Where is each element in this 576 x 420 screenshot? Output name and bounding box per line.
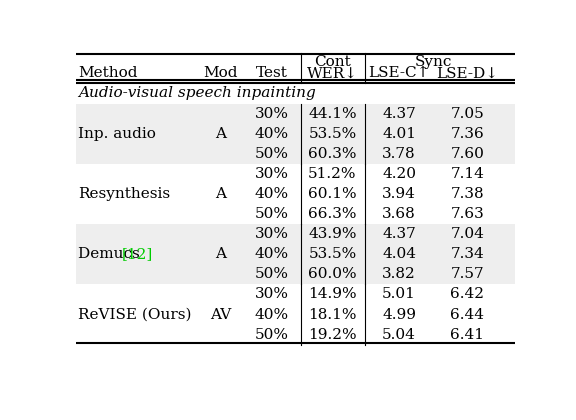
Text: 7.60: 7.60 — [450, 147, 484, 161]
Text: Demucs: Demucs — [78, 247, 145, 261]
Text: 3.94: 3.94 — [382, 187, 416, 201]
Text: 7.36: 7.36 — [450, 127, 484, 141]
Text: LSE-D↓: LSE-D↓ — [436, 66, 498, 81]
Text: 43.9%: 43.9% — [308, 227, 357, 242]
Text: 40%: 40% — [255, 247, 289, 261]
Text: 60.0%: 60.0% — [308, 268, 357, 281]
Text: 14.9%: 14.9% — [308, 287, 357, 302]
Text: 3.78: 3.78 — [382, 147, 416, 161]
Text: Cont: Cont — [314, 55, 351, 69]
Text: Inp. audio: Inp. audio — [78, 127, 156, 141]
Text: 7.57: 7.57 — [450, 268, 484, 281]
Text: 30%: 30% — [255, 287, 289, 302]
Text: 7.05: 7.05 — [450, 107, 484, 121]
Text: 7.04: 7.04 — [450, 227, 484, 242]
Text: 50%: 50% — [255, 268, 289, 281]
Text: A: A — [215, 247, 226, 261]
Text: 60.3%: 60.3% — [308, 147, 357, 161]
Text: 4.99: 4.99 — [382, 307, 416, 322]
Text: 53.5%: 53.5% — [308, 247, 357, 261]
Text: 4.37: 4.37 — [382, 107, 416, 121]
Text: 6.42: 6.42 — [450, 287, 484, 302]
Text: 53.5%: 53.5% — [308, 127, 357, 141]
Text: 51.2%: 51.2% — [308, 167, 357, 181]
Text: 40%: 40% — [255, 127, 289, 141]
Text: 30%: 30% — [255, 107, 289, 121]
Text: Mod: Mod — [203, 66, 238, 81]
Text: Audio-visual speech inpainting: Audio-visual speech inpainting — [78, 86, 316, 100]
Text: Resynthesis: Resynthesis — [78, 187, 170, 201]
Bar — [76, 104, 514, 164]
Text: 40%: 40% — [255, 307, 289, 322]
Text: Test: Test — [256, 66, 288, 81]
Text: 40%: 40% — [255, 187, 289, 201]
Text: A: A — [215, 187, 226, 201]
Text: 4.04: 4.04 — [382, 247, 416, 261]
Text: 5.04: 5.04 — [382, 328, 416, 341]
Text: LSE-C↑: LSE-C↑ — [369, 66, 430, 81]
Text: 7.14: 7.14 — [450, 167, 484, 181]
Text: 4.20: 4.20 — [382, 167, 416, 181]
Text: 4.01: 4.01 — [382, 127, 416, 141]
Text: Method: Method — [78, 66, 138, 81]
Text: 5.01: 5.01 — [382, 287, 416, 302]
Text: 50%: 50% — [255, 147, 289, 161]
Text: 7.34: 7.34 — [450, 247, 484, 261]
Text: 50%: 50% — [255, 328, 289, 341]
Text: 7.38: 7.38 — [450, 187, 484, 201]
Text: WER↓: WER↓ — [307, 66, 358, 81]
Text: 30%: 30% — [255, 227, 289, 242]
Text: 18.1%: 18.1% — [308, 307, 357, 322]
Text: 3.82: 3.82 — [382, 268, 416, 281]
Text: 30%: 30% — [255, 167, 289, 181]
Text: 6.41: 6.41 — [450, 328, 484, 341]
Text: 50%: 50% — [255, 207, 289, 221]
Text: ReVISE (Ours): ReVISE (Ours) — [78, 307, 192, 322]
Text: 4.37: 4.37 — [382, 227, 416, 242]
Text: 6.44: 6.44 — [450, 307, 484, 322]
Text: 60.1%: 60.1% — [308, 187, 357, 201]
Text: 7.63: 7.63 — [450, 207, 484, 221]
Text: 66.3%: 66.3% — [308, 207, 357, 221]
Text: 19.2%: 19.2% — [308, 328, 357, 341]
Text: Sync: Sync — [415, 55, 452, 69]
Text: 3.68: 3.68 — [382, 207, 416, 221]
Bar — [76, 224, 514, 284]
Text: [12]: [12] — [122, 247, 153, 261]
Text: A: A — [215, 127, 226, 141]
Text: AV: AV — [210, 307, 232, 322]
Text: 44.1%: 44.1% — [308, 107, 357, 121]
